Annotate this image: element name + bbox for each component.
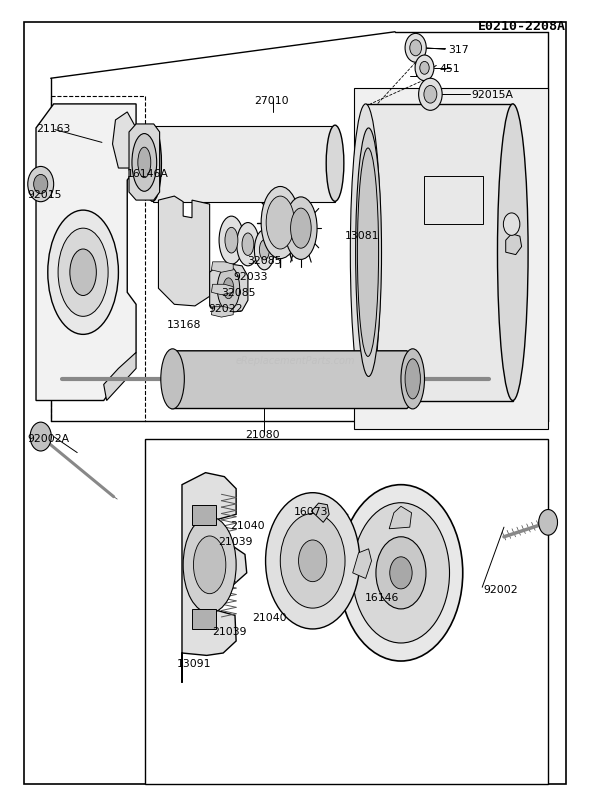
Ellipse shape bbox=[497, 105, 528, 401]
Polygon shape bbox=[211, 307, 233, 318]
Circle shape bbox=[28, 168, 54, 202]
Ellipse shape bbox=[132, 135, 157, 192]
Bar bbox=[192, 505, 215, 525]
Ellipse shape bbox=[352, 503, 450, 643]
Text: 92015A: 92015A bbox=[471, 90, 513, 100]
Ellipse shape bbox=[144, 126, 162, 202]
Ellipse shape bbox=[194, 537, 226, 594]
Circle shape bbox=[405, 34, 426, 63]
Ellipse shape bbox=[70, 249, 96, 296]
Text: 21163: 21163 bbox=[36, 124, 70, 134]
Polygon shape bbox=[104, 353, 136, 401]
Polygon shape bbox=[211, 285, 233, 295]
Ellipse shape bbox=[326, 126, 344, 202]
Bar bbox=[145, 439, 548, 784]
Ellipse shape bbox=[299, 541, 327, 582]
Ellipse shape bbox=[350, 105, 381, 401]
Ellipse shape bbox=[183, 517, 236, 614]
Text: 32085: 32085 bbox=[221, 288, 255, 298]
Text: eReplacementParts.com: eReplacementParts.com bbox=[235, 356, 355, 366]
Ellipse shape bbox=[242, 233, 254, 256]
Polygon shape bbox=[366, 105, 513, 401]
Polygon shape bbox=[36, 105, 136, 401]
Circle shape bbox=[424, 87, 437, 104]
Ellipse shape bbox=[376, 537, 426, 610]
Ellipse shape bbox=[237, 223, 259, 266]
Text: 16073: 16073 bbox=[294, 507, 328, 516]
Ellipse shape bbox=[266, 493, 360, 630]
Text: 13081: 13081 bbox=[345, 231, 379, 241]
Ellipse shape bbox=[254, 230, 274, 270]
Ellipse shape bbox=[223, 278, 234, 299]
Text: 21080: 21080 bbox=[245, 430, 280, 439]
Text: 13168: 13168 bbox=[167, 319, 201, 329]
Circle shape bbox=[420, 63, 429, 75]
Ellipse shape bbox=[291, 209, 311, 249]
Ellipse shape bbox=[356, 129, 382, 377]
Text: 92033: 92033 bbox=[234, 272, 268, 282]
Polygon shape bbox=[209, 263, 248, 314]
Ellipse shape bbox=[138, 148, 151, 178]
Polygon shape bbox=[113, 113, 136, 169]
Text: 27010: 27010 bbox=[254, 95, 289, 106]
Circle shape bbox=[410, 41, 421, 57]
Circle shape bbox=[30, 423, 51, 452]
Text: 92015: 92015 bbox=[27, 190, 62, 200]
Ellipse shape bbox=[285, 197, 317, 260]
Polygon shape bbox=[506, 234, 522, 255]
Bar bbox=[424, 176, 483, 225]
Bar bbox=[192, 610, 215, 630]
Ellipse shape bbox=[339, 485, 463, 661]
Ellipse shape bbox=[360, 172, 377, 333]
Ellipse shape bbox=[217, 267, 240, 311]
Circle shape bbox=[34, 175, 48, 194]
Text: 92002A: 92002A bbox=[27, 434, 69, 444]
Ellipse shape bbox=[280, 514, 345, 609]
Polygon shape bbox=[171, 351, 419, 409]
Ellipse shape bbox=[161, 350, 184, 409]
Ellipse shape bbox=[401, 350, 424, 409]
Text: E0210-2208A: E0210-2208A bbox=[478, 20, 566, 33]
Text: 21040: 21040 bbox=[253, 612, 287, 622]
Ellipse shape bbox=[266, 196, 294, 249]
Polygon shape bbox=[153, 127, 335, 202]
Ellipse shape bbox=[261, 187, 299, 259]
Circle shape bbox=[415, 56, 434, 82]
Polygon shape bbox=[211, 262, 233, 273]
Ellipse shape bbox=[219, 217, 244, 265]
Polygon shape bbox=[354, 89, 548, 429]
Circle shape bbox=[419, 79, 442, 111]
Text: 451: 451 bbox=[439, 63, 460, 74]
Ellipse shape bbox=[358, 149, 379, 357]
Ellipse shape bbox=[390, 557, 412, 589]
Ellipse shape bbox=[58, 229, 108, 317]
Text: 21039: 21039 bbox=[218, 536, 253, 546]
Polygon shape bbox=[129, 125, 160, 200]
Ellipse shape bbox=[48, 211, 119, 335]
Text: 16146: 16146 bbox=[365, 592, 399, 602]
Polygon shape bbox=[353, 549, 372, 579]
Text: 13091: 13091 bbox=[177, 658, 212, 669]
Text: 21040: 21040 bbox=[230, 520, 265, 530]
Circle shape bbox=[539, 510, 558, 536]
Text: 92002: 92002 bbox=[483, 584, 518, 594]
Text: 32085: 32085 bbox=[247, 256, 281, 266]
Text: 16146A: 16146A bbox=[127, 168, 169, 179]
Polygon shape bbox=[389, 507, 412, 529]
Polygon shape bbox=[312, 504, 329, 523]
Circle shape bbox=[503, 213, 520, 236]
Text: 21039: 21039 bbox=[212, 626, 247, 637]
Ellipse shape bbox=[225, 228, 238, 253]
Polygon shape bbox=[159, 196, 209, 306]
Text: 317: 317 bbox=[448, 46, 468, 55]
Polygon shape bbox=[182, 473, 247, 683]
Text: 92022: 92022 bbox=[208, 304, 242, 314]
Ellipse shape bbox=[405, 359, 420, 399]
Ellipse shape bbox=[260, 241, 270, 261]
